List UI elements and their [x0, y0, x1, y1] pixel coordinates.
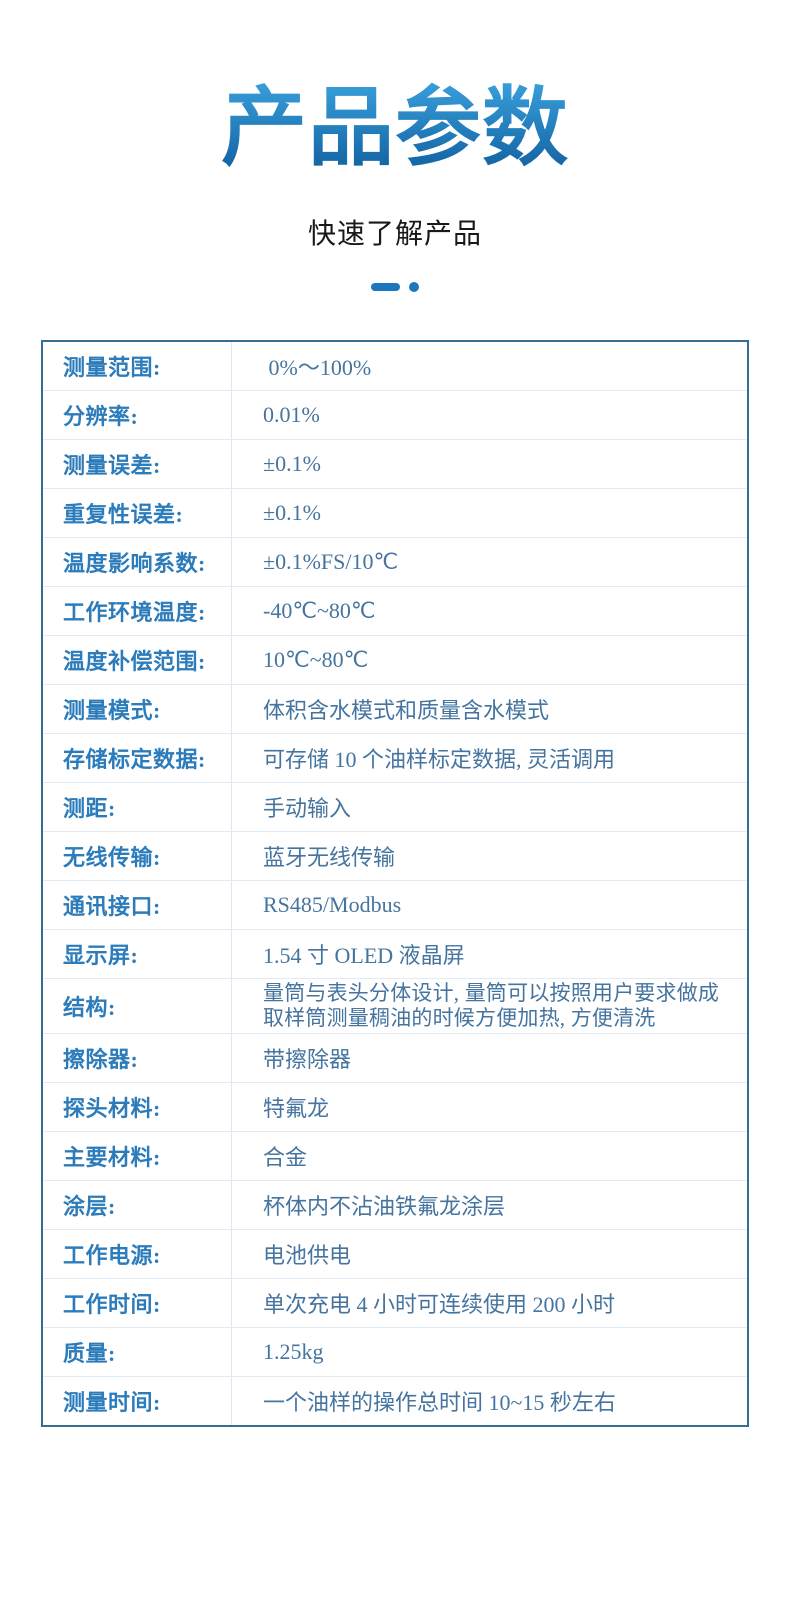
spec-row: 通讯接口: RS485/Modbus	[43, 880, 747, 930]
spec-label: 测量时间:	[63, 1389, 161, 1415]
spec-value: 0.01%	[231, 391, 747, 440]
spec-value: 单次充电 4 小时可连续使用 200 小时	[231, 1278, 747, 1327]
spec-label: 擦除器:	[63, 1046, 139, 1072]
spec-row: 质量: 1.25kg	[43, 1326, 747, 1376]
spec-label: 温度补偿范围:	[63, 649, 206, 675]
spec-value: 10℃~80℃	[231, 636, 747, 685]
spec-value: -40℃~80℃	[231, 587, 747, 636]
dot-icon	[409, 282, 419, 293]
spec-row: 分辨率: 0.01%	[43, 390, 747, 440]
product-spec-page: 产品参数 快速了解产品 测量范围: 0%～100% 分辨率: 0.01% 测量误…	[0, 79, 790, 1610]
spec-label: 测量模式:	[63, 698, 161, 724]
spec-row: 存储标定数据: 可存储 10 个油样标定数据, 灵活调用	[43, 733, 747, 783]
spec-row: 涂层: 杯体内不沾油铁氟龙涂层	[43, 1179, 747, 1229]
spec-row: 无线传输: 蓝牙无线传输	[43, 831, 747, 881]
spec-row: 测量误差: ±0.1%	[43, 439, 747, 489]
spec-value: 一个油样的操作总时间 10~15 秒左右	[231, 1376, 747, 1425]
spec-value: 0%～100%	[231, 342, 747, 391]
spec-label: 工作电源:	[63, 1242, 161, 1268]
spec-label: 显示屏:	[63, 943, 139, 969]
spec-value: 合金	[231, 1131, 747, 1180]
spec-row: 重复性误差: ±0.1%	[43, 488, 747, 538]
spec-value: 特氟龙	[231, 1082, 747, 1131]
spec-value: 1.54 寸 OLED 液晶屏	[231, 930, 747, 979]
spec-label: 通讯接口:	[63, 894, 161, 920]
spec-label: 探头材料:	[63, 1095, 161, 1121]
page-title: 产品参数	[0, 79, 790, 176]
dash-icon	[371, 283, 400, 292]
spec-value: 蓝牙无线传输	[231, 832, 747, 881]
spec-row: 测距: 手动输入	[43, 782, 747, 832]
spec-row: 测量模式: 体积含水模式和质量含水模式	[43, 684, 747, 734]
spec-row: 温度补偿范围: 10℃~80℃	[43, 635, 747, 685]
spec-value: ±0.1%	[231, 440, 747, 489]
spec-label: 无线传输:	[63, 845, 161, 871]
spec-label: 存储标定数据:	[63, 747, 206, 773]
spec-table: 测量范围: 0%～100% 分辨率: 0.01% 测量误差: ±0.1% 重复性…	[41, 340, 749, 1427]
spec-label: 分辨率:	[63, 404, 139, 430]
spec-value: ±0.1%FS/10℃	[231, 538, 747, 587]
spec-value: ±0.1%	[231, 489, 747, 538]
spec-row: 结构: 量筒与表头分体设计, 量筒可以按照用户要求做成取样筒测量稠油的时候方便加…	[43, 978, 747, 1033]
spec-row: 工作电源: 电池供电	[43, 1228, 747, 1278]
spec-label: 测量误差:	[63, 453, 161, 479]
title-underline-decoration	[0, 282, 790, 293]
spec-row: 主要材料: 合金	[43, 1130, 747, 1180]
spec-label: 测量范围:	[63, 355, 161, 381]
spec-label: 主要材料:	[63, 1144, 161, 1170]
spec-label: 质量:	[63, 1340, 116, 1366]
spec-value: 杯体内不沾油铁氟龙涂层	[231, 1180, 747, 1229]
spec-row: 工作环境温度: -40℃~80℃	[43, 586, 747, 636]
spec-row: 测量时间: 一个油样的操作总时间 10~15 秒左右	[43, 1375, 747, 1425]
spec-row: 探头材料: 特氟龙	[43, 1081, 747, 1131]
spec-label: 温度影响系数:	[63, 551, 206, 577]
spec-label: 重复性误差:	[63, 502, 184, 528]
page-subtitle: 快速了解产品	[307, 218, 482, 250]
spec-value: 1.25kg	[231, 1327, 747, 1376]
spec-row: 显示屏: 1.54 寸 OLED 液晶屏	[43, 929, 747, 979]
spec-row: 温度影响系数: ±0.1%FS/10℃	[43, 537, 747, 587]
spec-value: RS485/Modbus	[231, 881, 747, 930]
spec-label: 测距:	[63, 796, 116, 822]
spec-label: 工作环境温度:	[63, 600, 206, 626]
spec-row: 测量范围: 0%～100%	[43, 342, 747, 391]
spec-value: 带擦除器	[231, 1033, 747, 1082]
spec-label: 工作时间:	[63, 1291, 161, 1317]
spec-value: 电池供电	[231, 1229, 747, 1278]
spec-row: 擦除器: 带擦除器	[43, 1032, 747, 1082]
spec-value: 手动输入	[231, 783, 747, 832]
spec-label: 结构:	[63, 995, 116, 1021]
spec-value: 可存储 10 个油样标定数据, 灵活调用	[231, 734, 747, 783]
spec-row: 工作时间: 单次充电 4 小时可连续使用 200 小时	[43, 1277, 747, 1327]
spec-label: 涂层:	[63, 1193, 116, 1219]
spec-value: 量筒与表头分体设计, 量筒可以按照用户要求做成取样筒测量稠油的时候方便加热, 方…	[231, 979, 747, 1033]
spec-value: 体积含水模式和质量含水模式	[231, 685, 747, 734]
